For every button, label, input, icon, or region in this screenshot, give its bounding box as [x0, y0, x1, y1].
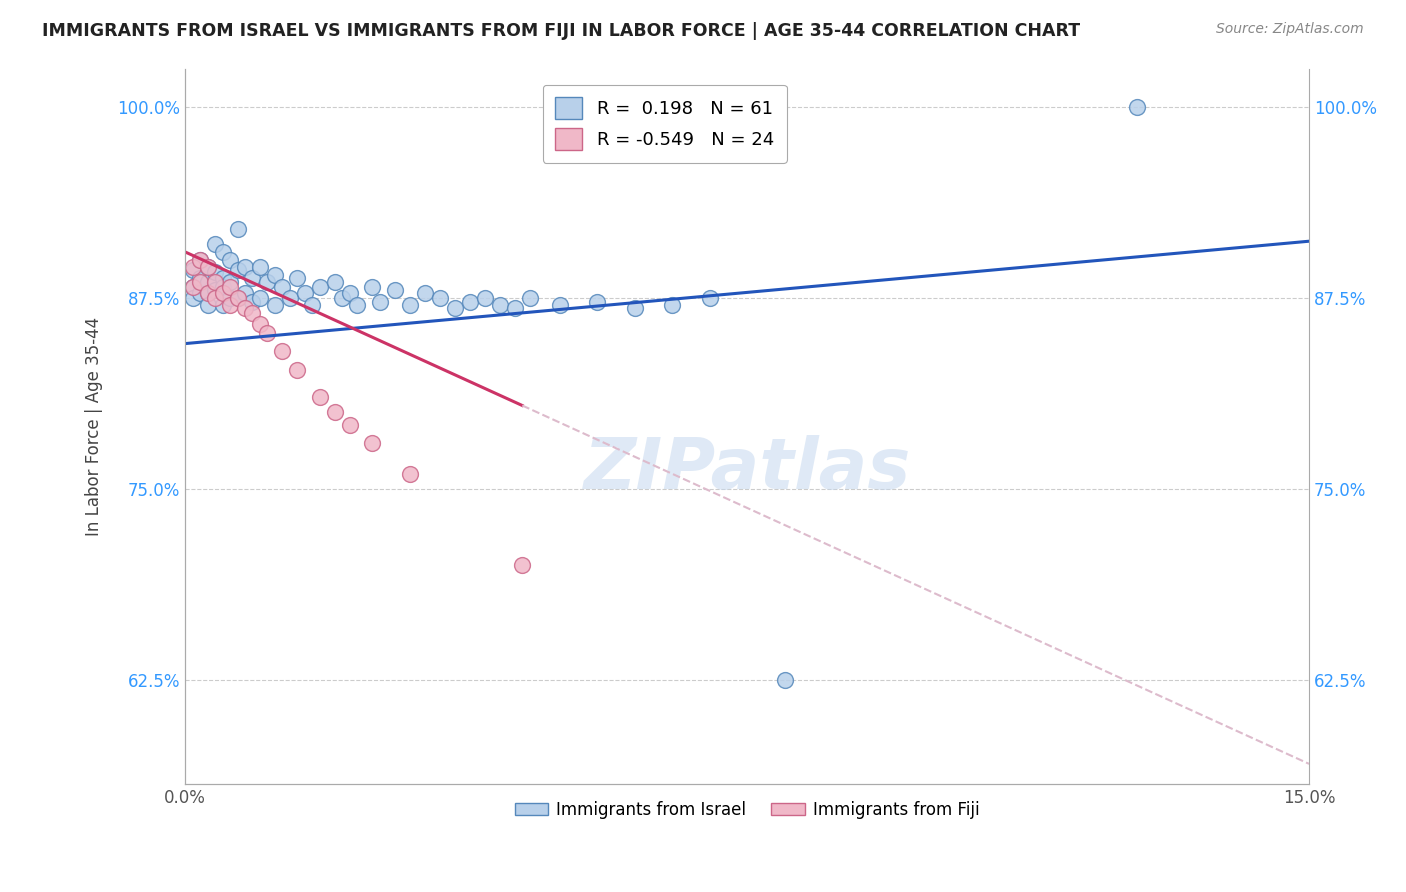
Point: [204, 265, 226, 279]
Point: [197, 286, 219, 301]
Point: [233, 301, 256, 316]
Point: [204, 237, 226, 252]
Point: [226, 291, 249, 305]
Point: [249, 291, 271, 305]
Point: [623, 301, 645, 316]
Point: [399, 298, 422, 312]
Point: [429, 291, 451, 305]
Point: [309, 280, 332, 294]
Point: [249, 317, 271, 331]
Point: [773, 673, 796, 687]
Text: ZIPatlas: ZIPatlas: [583, 434, 911, 504]
Point: [368, 295, 391, 310]
Point: [510, 558, 533, 573]
Point: [309, 390, 332, 404]
Point: [233, 286, 256, 301]
Point: [226, 222, 249, 236]
Point: [249, 260, 271, 275]
Point: [197, 260, 219, 275]
Point: [413, 286, 436, 301]
Point: [219, 276, 242, 290]
Point: [294, 286, 316, 301]
Point: [242, 271, 264, 285]
Text: IMMIGRANTS FROM ISRAEL VS IMMIGRANTS FROM FIJI IN LABOR FORCE | AGE 35-44 CORREL: IMMIGRANTS FROM ISRAEL VS IMMIGRANTS FRO…: [42, 22, 1080, 40]
Point: [699, 291, 721, 305]
Point: [346, 298, 368, 312]
Point: [339, 286, 361, 301]
Legend: Immigrants from Israel, Immigrants from Fiji: Immigrants from Israel, Immigrants from …: [508, 794, 986, 825]
Point: [519, 291, 541, 305]
Point: [271, 280, 294, 294]
Point: [361, 436, 384, 450]
Point: [242, 306, 264, 320]
Point: [188, 271, 211, 285]
Point: [211, 280, 233, 294]
Point: [188, 252, 211, 267]
Point: [188, 276, 211, 290]
Point: [1125, 100, 1147, 114]
Point: [181, 280, 204, 294]
Point: [586, 295, 609, 310]
Point: [226, 291, 249, 305]
Point: [287, 271, 309, 285]
Point: [211, 286, 233, 301]
Point: [503, 301, 526, 316]
Point: [219, 291, 242, 305]
Point: [181, 291, 204, 305]
Point: [204, 283, 226, 297]
Point: [219, 298, 242, 312]
Point: [181, 260, 204, 275]
Point: [242, 295, 264, 310]
Point: [211, 271, 233, 285]
Point: [226, 263, 249, 277]
Point: [264, 268, 287, 282]
Point: [188, 286, 211, 301]
Point: [181, 263, 204, 277]
Point: [661, 298, 683, 312]
Point: [474, 291, 496, 305]
Point: [399, 467, 422, 481]
Point: [323, 405, 346, 419]
Y-axis label: In Labor Force | Age 35-44: In Labor Force | Age 35-44: [86, 317, 103, 536]
Point: [332, 291, 354, 305]
Point: [458, 295, 481, 310]
Point: [256, 276, 278, 290]
Point: [211, 298, 233, 312]
Point: [204, 291, 226, 305]
Point: [197, 286, 219, 301]
Point: [301, 298, 323, 312]
Point: [256, 326, 278, 340]
Point: [197, 298, 219, 312]
Point: [488, 298, 510, 312]
Point: [219, 280, 242, 294]
Point: [443, 301, 465, 316]
Point: [197, 260, 219, 275]
Point: [278, 291, 301, 305]
Point: [211, 244, 233, 259]
Point: [233, 260, 256, 275]
Point: [287, 362, 309, 376]
Point: [204, 276, 226, 290]
Point: [361, 280, 384, 294]
Point: [219, 252, 242, 267]
Point: [384, 283, 406, 297]
Point: [188, 252, 211, 267]
Point: [548, 298, 571, 312]
Text: Source: ZipAtlas.com: Source: ZipAtlas.com: [1216, 22, 1364, 37]
Point: [323, 276, 346, 290]
Point: [181, 280, 204, 294]
Point: [339, 417, 361, 432]
Point: [271, 344, 294, 359]
Point: [197, 276, 219, 290]
Point: [264, 298, 287, 312]
